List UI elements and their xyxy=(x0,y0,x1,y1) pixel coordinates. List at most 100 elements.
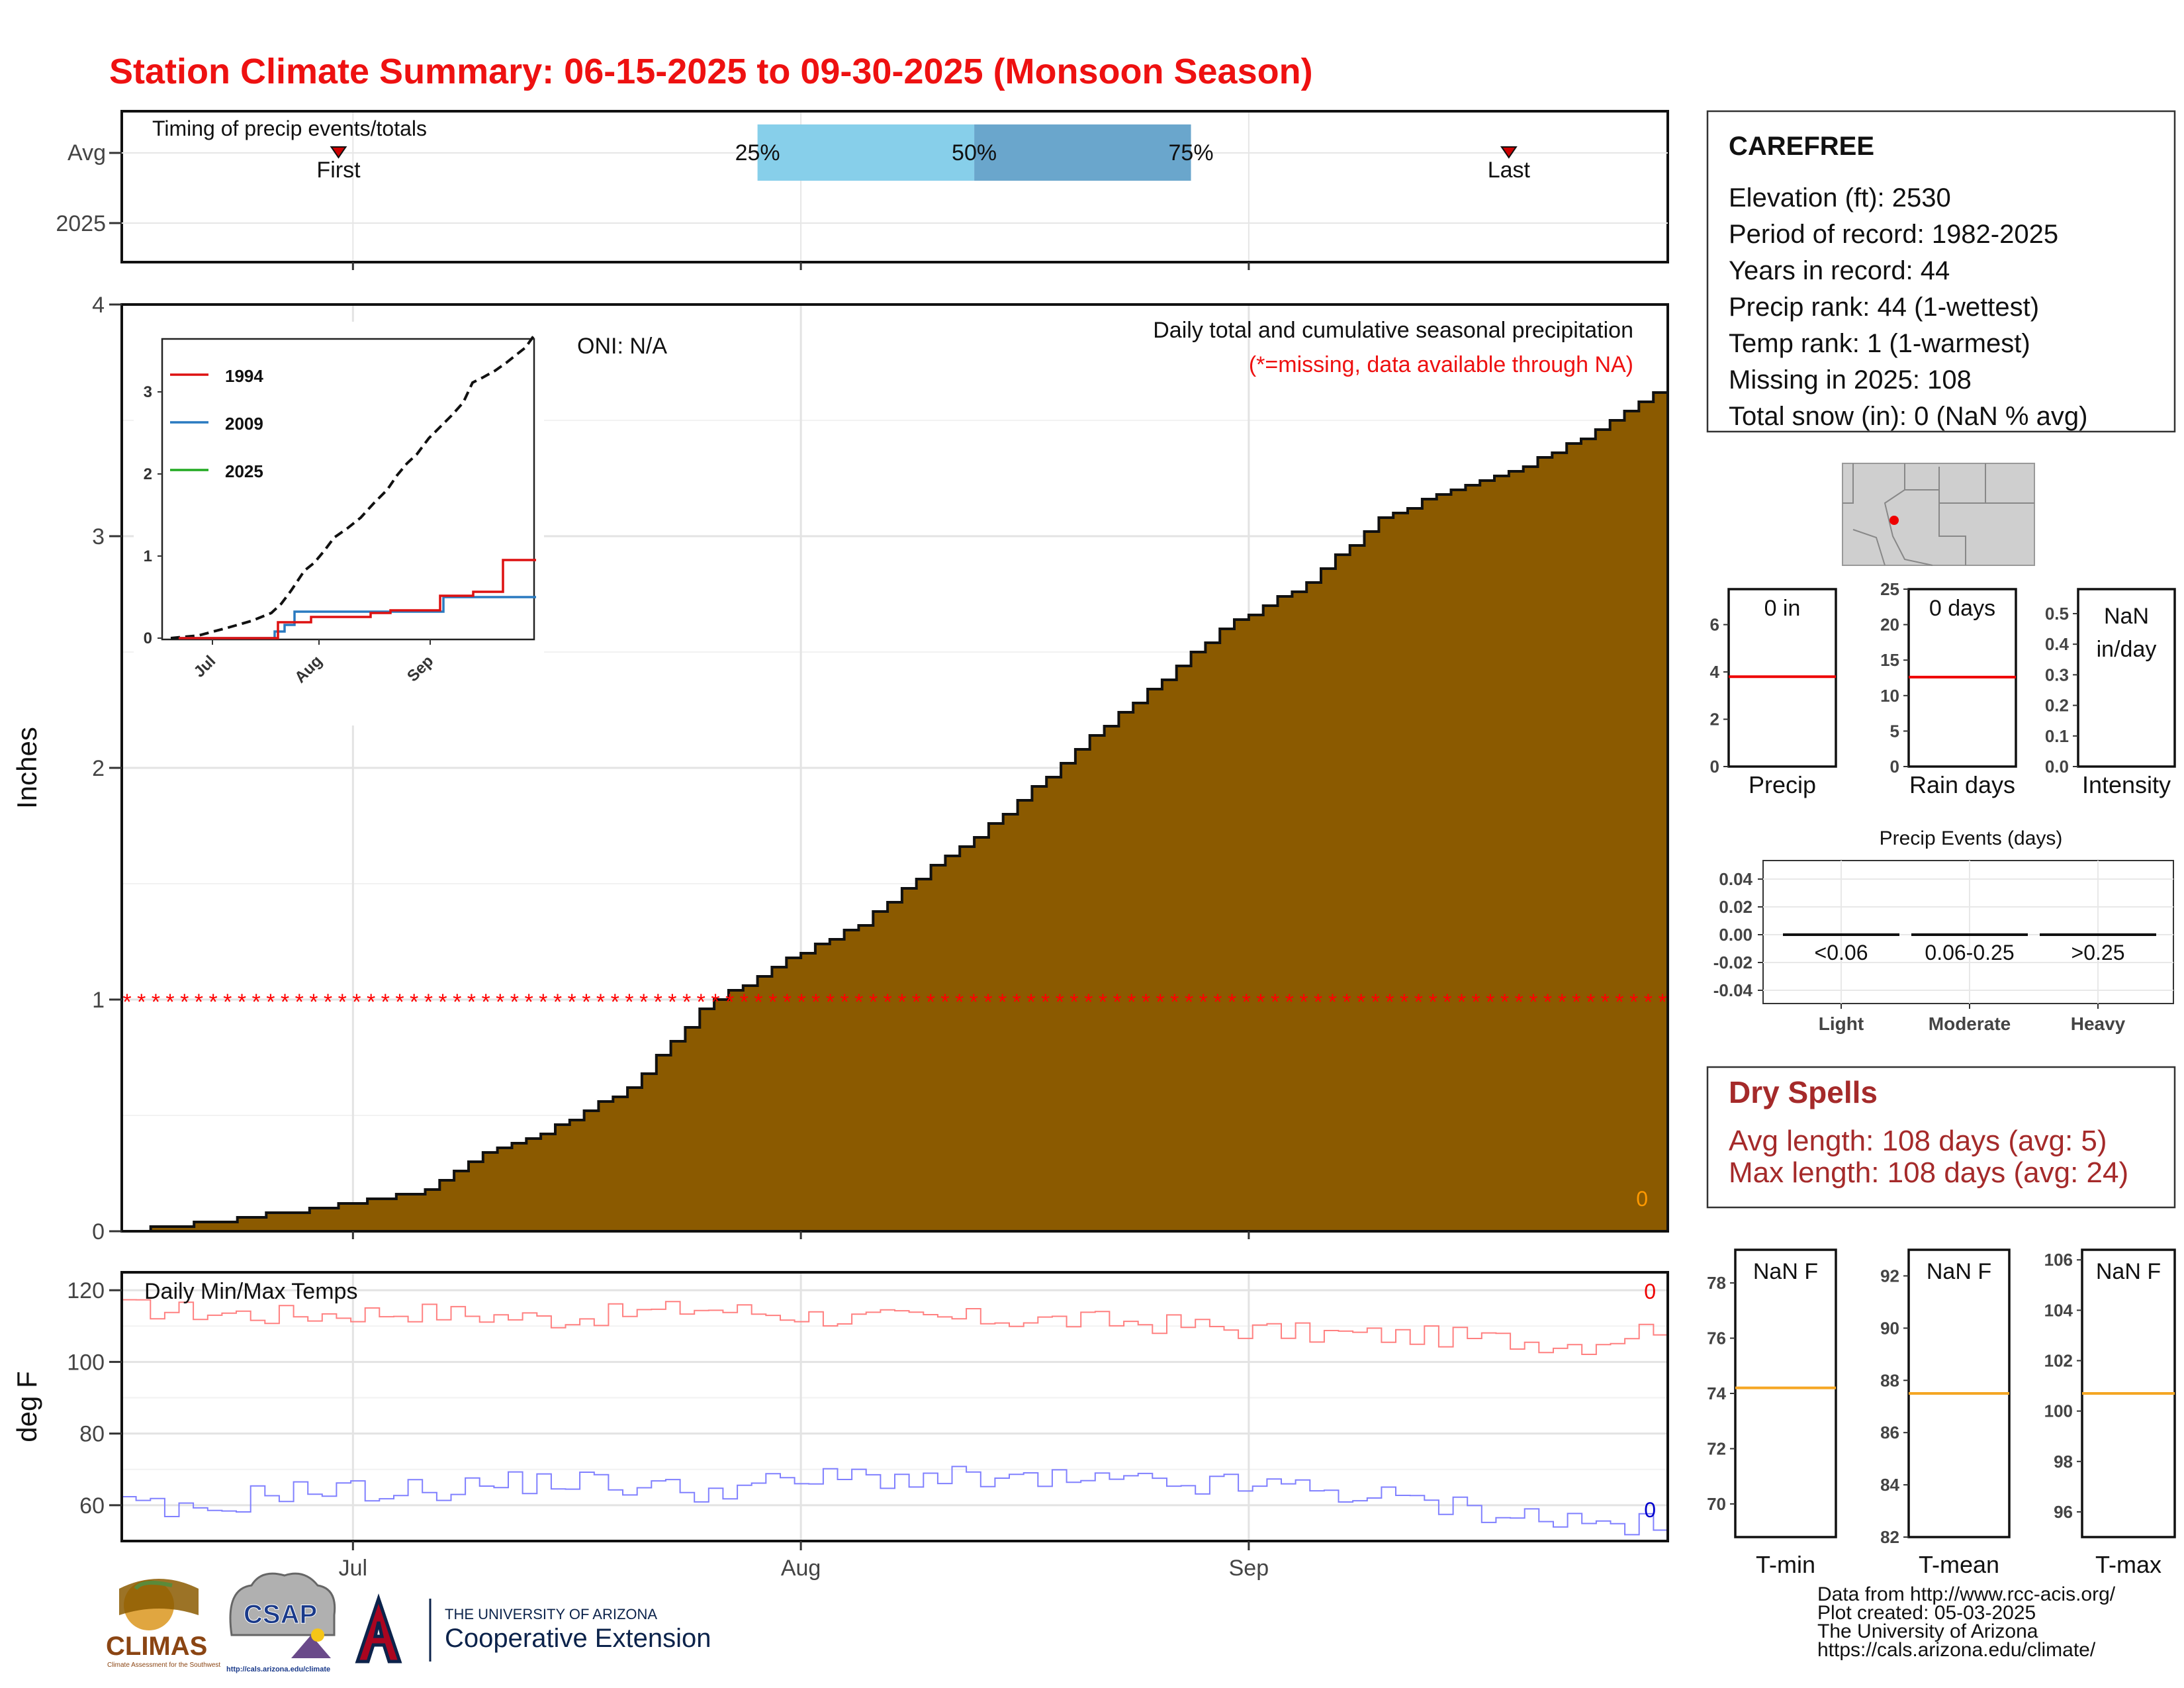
mini-y-tick-label: 5 xyxy=(1890,721,1899,741)
mini-y-tick-label: 78 xyxy=(1707,1273,1726,1293)
missing-marker: * xyxy=(223,990,232,1015)
inset-y-tick-label: 0 xyxy=(144,630,152,647)
missing-marker: * xyxy=(481,990,490,1015)
missing-marker: * xyxy=(1013,990,1021,1015)
temp-x-tick-label: Aug xyxy=(781,1556,821,1581)
station-period: Period of record: 1982-2025 xyxy=(1729,220,2058,249)
mini-precip-intensity: 0.0 0.1 0.2 0.3 0.4 0.5 NaN in/day Intensity xyxy=(2045,588,2176,798)
mini-temp-charts: 70 72 74 76 78 NaN F T-min 82 84 86 88 90 92 NaN F T-m… xyxy=(1707,1248,2176,1578)
timing-row-avg: Avg xyxy=(68,140,106,165)
mini-y-tick-label: 76 xyxy=(1707,1329,1726,1348)
mini-y-tick-label: 104 xyxy=(2044,1300,2073,1320)
missing-marker: * xyxy=(1084,990,1093,1015)
mini-temp-t-max: 96 98 100 102 104 106 NaN F T-max xyxy=(2044,1248,2176,1578)
events-category-label: Heavy xyxy=(2071,1013,2126,1034)
missing-marker: * xyxy=(811,990,820,1015)
missing-marker: * xyxy=(1099,990,1107,1015)
station-temp-rank: Temp rank: 1 (1-warmest) xyxy=(1729,329,2030,358)
mini-y-tick-label: 98 xyxy=(2054,1452,2073,1472)
missing-marker: * xyxy=(639,990,648,1015)
temp-y-tick-label: 120 xyxy=(67,1278,105,1303)
missing-marker: * xyxy=(983,990,992,1015)
mini-y-tick-label: 0.3 xyxy=(2045,665,2069,684)
missing-marker: * xyxy=(955,990,964,1015)
temp-panel-title: Daily Min/Max Temps xyxy=(144,1279,357,1304)
mini-y-tick-label: 2 xyxy=(1710,710,1719,729)
tmin-count-label: 0 xyxy=(1644,1498,1656,1522)
missing-marker: * xyxy=(1543,990,1552,1015)
mini-y-tick-label: 0.0 xyxy=(2045,757,2069,776)
missing-marker: * xyxy=(381,990,390,1015)
mini-chart-frame xyxy=(2077,588,2176,768)
missing-marker: * xyxy=(854,990,863,1015)
q75-label: 75% xyxy=(1169,140,1214,165)
missing-marker: * xyxy=(152,990,160,1015)
station-info-frame xyxy=(1706,110,2176,433)
mini-y-tick-label: 86 xyxy=(1880,1423,1899,1442)
inset-y-tick-label: 1 xyxy=(144,547,152,565)
mini-y-tick-label: 20 xyxy=(1880,615,1899,635)
missing-marker: * xyxy=(1256,990,1265,1015)
missing-marker: * xyxy=(539,990,547,1015)
tmin-line xyxy=(122,1466,1668,1536)
events-bin-label: 0.06-0.25 xyxy=(1925,941,2014,964)
missing-marker: * xyxy=(754,990,762,1015)
events-bin-label: >0.25 xyxy=(2071,941,2125,964)
precip-events-chart: Precip Events (days) 0.04 0.02 0.00 -0.02 -0… xyxy=(1713,827,2174,1034)
footer-source: Data from http://www.rcc-acis.org/ xyxy=(1817,1583,2116,1605)
tmax-count-label: 0 xyxy=(1644,1280,1656,1303)
missing-marker: * xyxy=(740,990,749,1015)
ua-logo: THE UNIVERSITY OF ARIZONA Cooperative Ex… xyxy=(355,1593,711,1664)
iqr-upper-bar xyxy=(974,124,1191,181)
missing-marker: * xyxy=(1472,990,1480,1015)
mini-value-label: in/day xyxy=(2097,637,2157,662)
missing-marker: * xyxy=(1385,990,1394,1015)
inset-series-1994 xyxy=(179,559,536,639)
station-name: CAREFREE xyxy=(1729,132,1874,161)
inset-y-tick-label: 3 xyxy=(144,383,152,401)
mini-y-tick-label: 0.1 xyxy=(2045,726,2069,746)
mini-y-tick-label: 106 xyxy=(2044,1250,2073,1270)
mini-y-tick-label: 74 xyxy=(1707,1383,1726,1403)
temp-panel-frame xyxy=(120,1271,1669,1542)
mini-value-label: 0 in xyxy=(1764,596,1801,621)
climas-logo-text: CLIMAS xyxy=(106,1632,207,1661)
missing-marker: * xyxy=(1127,990,1136,1015)
missing-marker: * xyxy=(180,990,189,1015)
temp-y-tick-label: 80 xyxy=(79,1422,105,1447)
timing-x-ticks xyxy=(351,262,1250,270)
mini-y-tick-label: 0 xyxy=(1890,757,1899,776)
missing-marker: * xyxy=(1486,990,1494,1015)
missing-marker: * xyxy=(1242,990,1251,1015)
state-boundaries xyxy=(1843,463,2034,566)
q25-label: 25% xyxy=(735,140,780,165)
missing-marker: * xyxy=(582,990,590,1015)
dry-spells-avg: Avg length: 108 days (avg: 5) xyxy=(1729,1125,2107,1157)
missing-marker: * xyxy=(940,990,949,1015)
missing-marker: * xyxy=(1069,990,1078,1015)
missing-marker: * xyxy=(395,990,404,1015)
missing-marker: * xyxy=(1414,990,1423,1015)
mini-y-tick-label: 92 xyxy=(1880,1266,1899,1286)
q50-label: 50% xyxy=(952,140,997,165)
mini-y-tick-label: 0.4 xyxy=(2045,634,2070,654)
oni-label: ONI: N/A xyxy=(577,334,667,359)
missing-marker: * xyxy=(367,990,375,1015)
dry-spells-box: Dry Spells Avg length: 108 days (avg: 5)… xyxy=(1706,1066,2176,1209)
inset-series-2009 xyxy=(179,596,536,639)
mini-y-tick-label: 10 xyxy=(1880,686,1899,706)
precip-y-tick-label: 3 xyxy=(92,524,105,549)
missing-marker: * xyxy=(654,990,662,1015)
missing-marker: * xyxy=(797,990,805,1015)
missing-marker: * xyxy=(467,990,476,1015)
last-event-label: Last xyxy=(1488,158,1531,183)
missing-marker: * xyxy=(1500,990,1509,1015)
missing-marker: * xyxy=(1658,990,1666,1015)
missing-marker: * xyxy=(682,990,691,1015)
precip-y-tick-label: 0 xyxy=(92,1219,105,1244)
station-location-dot xyxy=(1889,516,1899,525)
mini-temp-t-mean: 82 84 86 88 90 92 NaN F T-mean xyxy=(1880,1248,2011,1578)
temp-x-tick-label: Sep xyxy=(1229,1556,1269,1581)
missing-marker: * xyxy=(1357,990,1365,1015)
